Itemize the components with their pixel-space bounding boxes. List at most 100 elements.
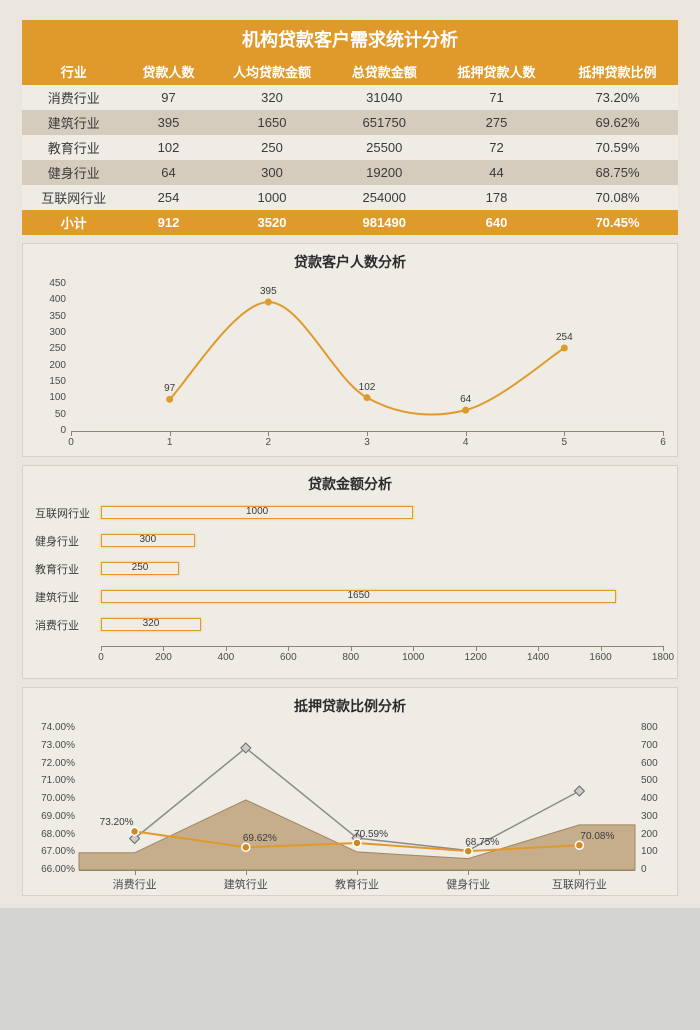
chart2-category: 建筑行业	[35, 589, 95, 605]
chart1-data-label: 395	[260, 286, 277, 297]
chart1-svg	[23, 276, 673, 441]
subtotal-row: 小计912352098149064070.45%	[22, 210, 678, 235]
chart1-area: 0501001502002503003504004500123456973951…	[23, 276, 677, 456]
chart2-xtick: 400	[218, 652, 235, 663]
table-cell: 254	[126, 185, 212, 210]
chart3-pct-label: 70.59%	[354, 829, 388, 840]
chart2-panel: 贷款金额分析 互联网行业 1000 健身行业 300 教育行业 250 建筑行业 1650 消费…	[22, 465, 678, 679]
chart1-data-label: 254	[556, 332, 573, 343]
table-cell: 68.75%	[557, 160, 678, 185]
table-cell: 64	[126, 160, 212, 185]
chart3-svg	[23, 720, 645, 880]
chart1-data-label: 97	[164, 383, 175, 394]
subtotal-cell: 981490	[333, 210, 437, 235]
chart3-y2tick: 400	[641, 793, 673, 804]
subtotal-label: 小计	[22, 210, 126, 235]
table-cell: 70.59%	[557, 135, 678, 160]
table-cell: 97	[126, 85, 212, 110]
chart2-bar-label: 250	[132, 562, 149, 573]
chart3-y2tick: 800	[641, 722, 673, 733]
table-cell: 建筑行业	[22, 110, 126, 135]
chart2-xtick: 1200	[465, 652, 487, 663]
chart2-title: 贷款金额分析	[23, 466, 677, 498]
chart1-data-label: 64	[460, 394, 471, 405]
chart2-xtick: 200	[155, 652, 172, 663]
table-cell: 275	[436, 110, 557, 135]
chart2-bar-label: 320	[143, 618, 160, 629]
table-cell: 1000	[212, 185, 333, 210]
data-table: 行业贷款人数人均贷款金额总贷款金额抵押贷款人数抵押贷款比例 消费行业973203…	[22, 58, 678, 235]
chart3-title: 抵押贷款比例分析	[23, 688, 677, 720]
chart2-area: 互联网行业 1000 健身行业 300 教育行业 250 建筑行业 1650 消费行业 320 0 2…	[23, 498, 677, 678]
table-cell: 1650	[212, 110, 333, 135]
table-cell: 70.08%	[557, 185, 678, 210]
chart1-data-label: 102	[359, 382, 376, 393]
subtotal-cell: 640	[436, 210, 557, 235]
table-col-header: 抵押贷款比例	[557, 58, 678, 85]
table-cell: 73.20%	[557, 85, 678, 110]
table-cell: 254000	[333, 185, 437, 210]
table-row: 教育行业102250255007270.59%	[22, 135, 678, 160]
report-page: 机构贷款客户需求统计分析 行业贷款人数人均贷款金额总贷款金额抵押贷款人数抵押贷款…	[0, 0, 700, 908]
main-title: 机构贷款客户需求统计分析	[22, 20, 678, 58]
table-col-header: 贷款人数	[126, 58, 212, 85]
table-row: 健身行业64300192004468.75%	[22, 160, 678, 185]
table-head: 行业贷款人数人均贷款金额总贷款金额抵押贷款人数抵押贷款比例	[22, 58, 678, 85]
chart2-category: 健身行业	[35, 533, 95, 549]
chart2-bar-label: 1650	[347, 590, 369, 601]
table-cell: 71	[436, 85, 557, 110]
table-cell: 178	[436, 185, 557, 210]
chart3-y2tick: 0	[641, 864, 673, 875]
subtotal-cell: 912	[126, 210, 212, 235]
chart2-xtick: 600	[280, 652, 297, 663]
table-col-header: 行业	[22, 58, 126, 85]
table-cell: 25500	[333, 135, 437, 160]
subtotal-cell: 3520	[212, 210, 333, 235]
table-col-header: 抵押贷款人数	[436, 58, 557, 85]
table-row: 消费行业97320310407173.20%	[22, 85, 678, 110]
table-row: 建筑行业395165065175027569.62%	[22, 110, 678, 135]
chart3-y2tick: 700	[641, 740, 673, 751]
chart3-area: 66.00%67.00%68.00%69.00%70.00%71.00%72.0…	[23, 720, 677, 895]
chart2-bar-label: 1000	[246, 506, 268, 517]
chart3-panel: 抵押贷款比例分析 66.00%67.00%68.00%69.00%70.00%7…	[22, 687, 678, 896]
chart1-panel: 贷款客户人数分析 0501001502002503003504004500123…	[22, 243, 678, 457]
table-body: 消费行业97320310407173.20%建筑行业39516506517502…	[22, 85, 678, 235]
table-cell: 72	[436, 135, 557, 160]
chart3-pct-label: 68.75%	[465, 837, 499, 848]
table-cell: 健身行业	[22, 160, 126, 185]
subtotal-cell: 70.45%	[557, 210, 678, 235]
table-col-header: 总贷款金额	[333, 58, 437, 85]
chart2-category: 教育行业	[35, 561, 95, 577]
table-cell: 250	[212, 135, 333, 160]
chart2-xtick: 1400	[527, 652, 549, 663]
table-cell: 320	[212, 85, 333, 110]
chart3-y2tick: 600	[641, 758, 673, 769]
chart2-xtick: 0	[98, 652, 104, 663]
table-cell: 19200	[333, 160, 437, 185]
chart2-xtick: 1000	[402, 652, 424, 663]
chart2-bar-label: 300	[139, 534, 156, 545]
table-cell: 102	[126, 135, 212, 160]
chart2-category: 互联网行业	[35, 505, 95, 521]
table-cell: 69.62%	[557, 110, 678, 135]
chart1-title: 贷款客户人数分析	[23, 244, 677, 276]
table-cell: 消费行业	[22, 85, 126, 110]
chart3-y2tick: 300	[641, 811, 673, 822]
table-cell: 44	[436, 160, 557, 185]
chart3-pct-label: 69.62%	[243, 833, 277, 844]
chart2-xtick: 800	[342, 652, 359, 663]
table-cell: 300	[212, 160, 333, 185]
chart2-xtick: 1800	[652, 652, 674, 663]
chart3-y2tick: 500	[641, 775, 673, 786]
table-cell: 395	[126, 110, 212, 135]
chart3-y2tick: 200	[641, 829, 673, 840]
table-cell: 互联网行业	[22, 185, 126, 210]
chart2-xtick: 1600	[589, 652, 611, 663]
chart3-pct-label: 73.20%	[100, 817, 134, 828]
table-cell: 31040	[333, 85, 437, 110]
table-col-header: 人均贷款金额	[212, 58, 333, 85]
chart2-category: 消费行业	[35, 617, 95, 633]
chart3-pct-label: 70.08%	[580, 831, 614, 842]
table-cell: 教育行业	[22, 135, 126, 160]
